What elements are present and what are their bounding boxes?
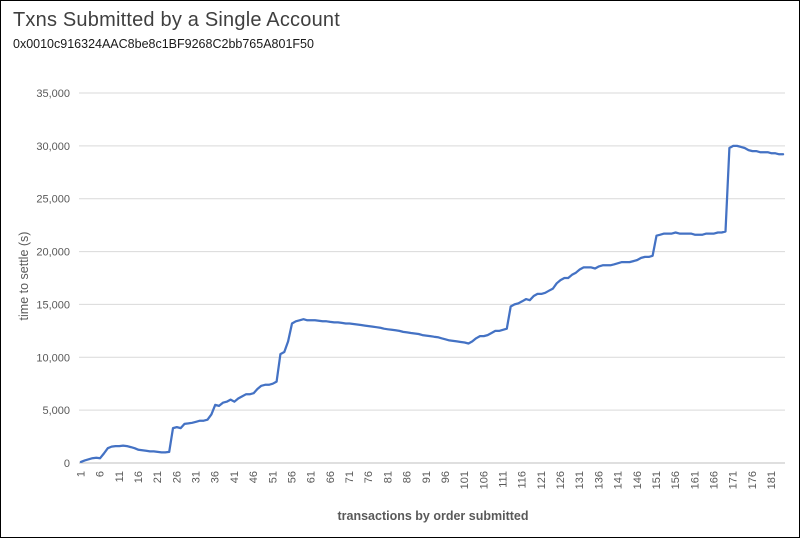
x-axis-tick-label: 136 bbox=[593, 471, 605, 489]
x-axis-tick-label: 46 bbox=[248, 471, 260, 483]
x-axis-tick-label: 6 bbox=[95, 471, 107, 477]
x-axis-tick-label: 96 bbox=[440, 471, 452, 483]
x-axis-tick-label: 101 bbox=[459, 471, 471, 489]
x-axis-tick-label: 151 bbox=[651, 471, 663, 489]
x-axis-tick-label: 171 bbox=[728, 471, 740, 489]
x-axis-tick-label: 181 bbox=[766, 471, 778, 489]
y-axis-tick-label: 35,000 bbox=[36, 88, 70, 100]
x-axis-tick-label: 51 bbox=[267, 471, 279, 483]
y-axis-tick-label: 5,000 bbox=[42, 405, 70, 417]
x-axis-tick-label: 131 bbox=[574, 471, 586, 489]
x-axis-tick-label: 76 bbox=[363, 471, 375, 483]
x-axis-tick-label: 31 bbox=[191, 471, 203, 483]
y-axis-tick-label: 15,000 bbox=[36, 299, 70, 311]
y-axis-tick-label: 10,000 bbox=[36, 352, 70, 364]
series-line-time-to-settle bbox=[79, 144, 785, 464]
x-axis-tick-label: 161 bbox=[689, 471, 701, 489]
x-axis-tick-label: 66 bbox=[325, 471, 337, 483]
x-axis-tick-label: 121 bbox=[536, 471, 548, 489]
x-axis-tick-label: 126 bbox=[555, 471, 567, 489]
y-axis-tick-label: 0 bbox=[64, 458, 70, 470]
x-axis-tick-label: 146 bbox=[632, 471, 644, 489]
x-axis-tick-label: 91 bbox=[421, 471, 433, 483]
x-axis-tick-label: 26 bbox=[171, 471, 183, 483]
x-axis-tick-label: 41 bbox=[229, 471, 241, 483]
x-axis-tick-label: 166 bbox=[709, 471, 721, 489]
x-axis-tick-label: 56 bbox=[286, 471, 298, 483]
x-axis-tick-label: 21 bbox=[152, 471, 164, 483]
x-axis-tick-label: 71 bbox=[344, 471, 356, 483]
y-axis-tick-label: 25,000 bbox=[36, 194, 70, 206]
x-axis-tick-label: 111 bbox=[498, 471, 510, 488]
x-axis-tick-label: 156 bbox=[670, 471, 682, 489]
x-axis-tick-label: 106 bbox=[478, 471, 490, 489]
x-axis-tick-label: 176 bbox=[747, 471, 759, 489]
chart-title: Txns Submitted by a Single Account bbox=[13, 9, 340, 31]
x-axis-tick-label: 61 bbox=[306, 471, 318, 483]
y-axis-tick-label: 20,000 bbox=[36, 247, 70, 259]
x-axis-tick-label: 36 bbox=[210, 471, 222, 483]
x-axis-tick-label: 1 bbox=[75, 471, 87, 477]
x-axis-tick-label: 86 bbox=[402, 471, 414, 483]
x-axis-tick-label: 11 bbox=[114, 471, 126, 482]
x-axis-title: transactions by order submitted bbox=[337, 509, 529, 523]
x-axis-tick-label: 141 bbox=[613, 471, 625, 489]
x-axis-tick-label: 81 bbox=[382, 471, 394, 483]
x-axis-tick-label: 116 bbox=[517, 471, 529, 489]
y-axis-tick-label: 30,000 bbox=[36, 141, 70, 153]
chart-subtitle: 0x0010c916324AAC8be8c1BF9268C2bb765A801F… bbox=[13, 37, 314, 51]
x-axis-tick-label: 16 bbox=[133, 471, 145, 483]
